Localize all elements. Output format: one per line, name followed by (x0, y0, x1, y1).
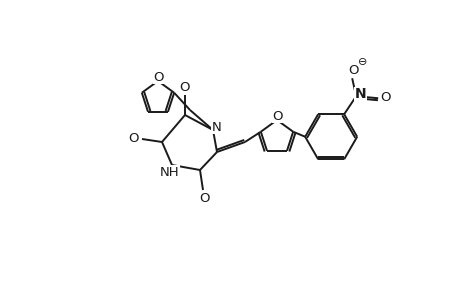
Text: O: O (179, 80, 190, 94)
Text: O: O (129, 131, 139, 145)
Text: O: O (199, 191, 210, 205)
Text: N: N (212, 121, 221, 134)
Text: O: O (347, 64, 358, 77)
Text: O: O (153, 70, 164, 83)
Text: NH: NH (160, 166, 179, 178)
Text: O: O (379, 91, 390, 104)
Text: ⊖: ⊖ (358, 57, 367, 67)
Text: O: O (272, 110, 283, 122)
Text: N: N (353, 87, 365, 101)
